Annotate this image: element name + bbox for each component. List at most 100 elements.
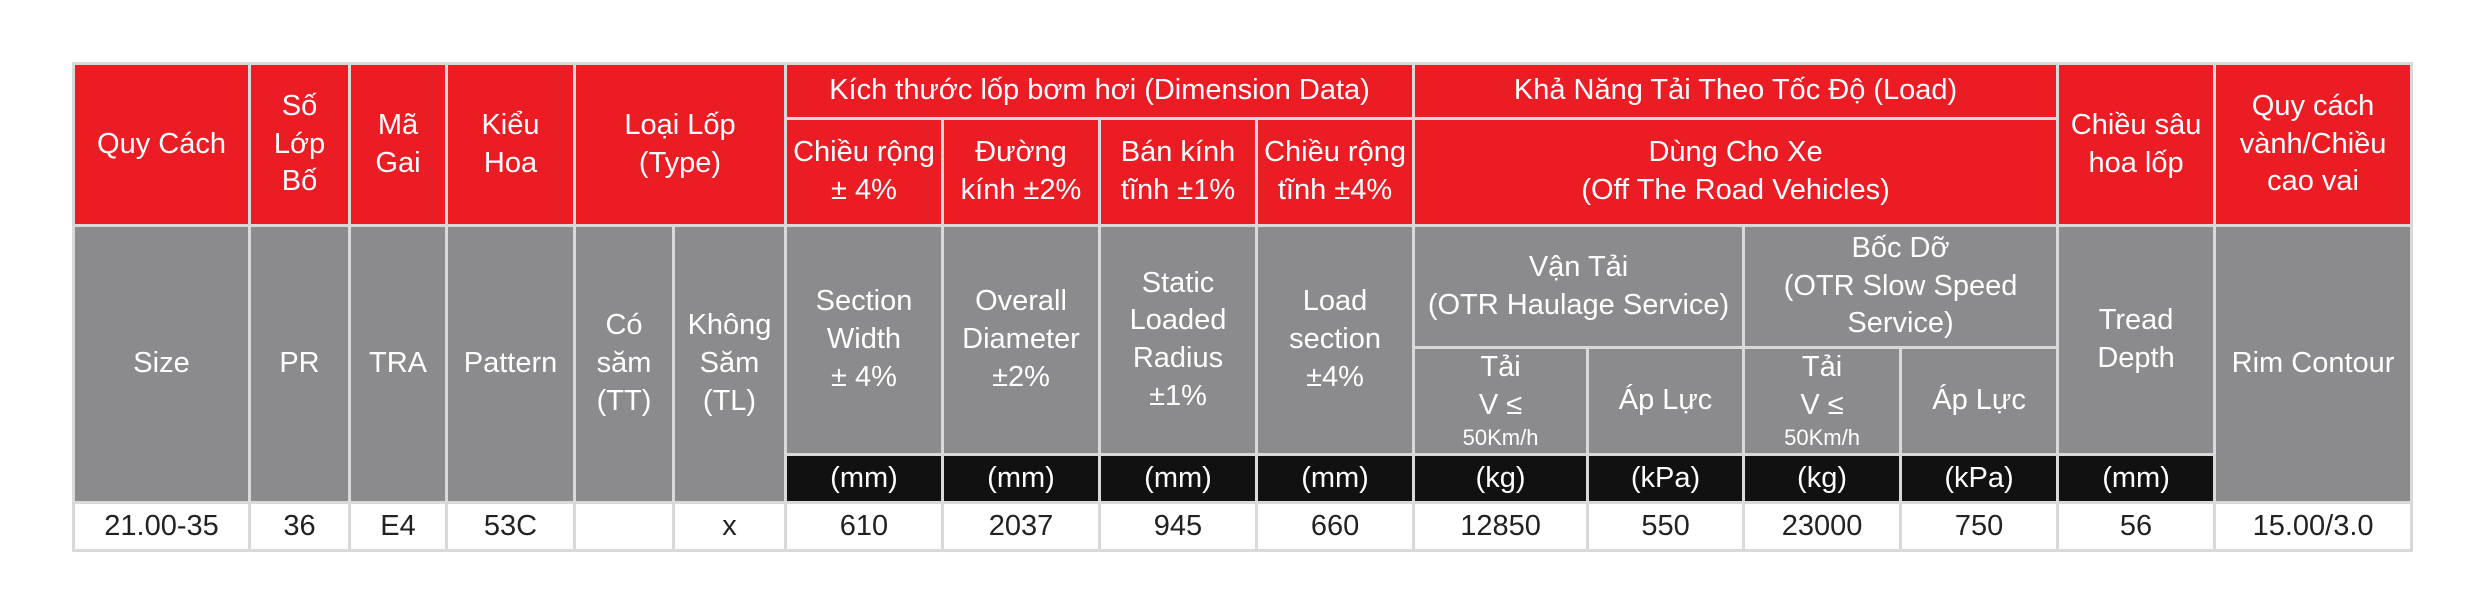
- header-boc-do-line: Bốc Dỡ: [1851, 231, 1950, 264]
- header-static-radius-line: Radius: [1132, 341, 1224, 374]
- header-quy-cach: Quy Cách: [72, 62, 251, 227]
- header-static-radius-line: Static: [1141, 266, 1215, 299]
- header-co-sam-line: Có: [605, 309, 643, 342]
- header-kich-thuoc: Kích thước lốp bơm hơi (Dimension Data): [783, 62, 1416, 120]
- cell-slow-pressure: 750: [1899, 500, 2060, 552]
- header-loai-lop: Loại Lốp (Type): [573, 62, 787, 227]
- header-chieu-rong-line: Chiều rộng: [793, 136, 935, 169]
- header-so-lop-bo-line: Bố: [281, 165, 318, 198]
- header-ma-gai-line: Gai: [375, 146, 421, 179]
- header-static-radius-line: Loaded: [1129, 304, 1227, 337]
- header-tai-line: Tải: [1801, 351, 1843, 383]
- header-section-width-line: Width: [826, 323, 902, 356]
- header-haulage-pressure: Áp Lực: [1586, 346, 1746, 456]
- header-tai-line: V ≤: [1478, 388, 1523, 421]
- header-static-radius-line: ±1%: [1149, 379, 1207, 412]
- header-khong-sam-line: (TL): [702, 384, 757, 417]
- header-boc-do-line: (OTR Slow Speed: [1783, 269, 2018, 302]
- header-khong-sam-line: Săm: [699, 347, 760, 380]
- header-slow-load: Tải V ≤ 50Km/h: [1742, 346, 1903, 456]
- header-load-section-line: Load: [1302, 285, 1368, 318]
- cell-pattern: 53C: [445, 500, 576, 552]
- header-chieu-rong: Chiều rộng ± 4%: [784, 117, 944, 227]
- header-tread-depth: Tread Depth: [2056, 224, 2217, 456]
- header-quy-cach-vanh-line: vành/Chiều: [2239, 127, 2387, 160]
- header-van-tai: Vận Tải (OTR Haulage Service): [1412, 224, 1746, 349]
- header-tai-line: 50Km/h: [1784, 425, 1860, 451]
- header-boc-do-line: Service): [1847, 307, 1954, 340]
- cell-tread-depth: 56: [2056, 500, 2217, 552]
- header-ban-kinh-line: Bán kính: [1120, 136, 1236, 169]
- header-section-width: Section Width ± 4%: [784, 224, 944, 456]
- header-overall-diameter: Overall Diameter ±2%: [941, 224, 1101, 456]
- header-section-width-line: ± 4%: [831, 360, 897, 393]
- header-pr: PR: [248, 224, 351, 504]
- header-tai-line: 50Km/h: [1462, 425, 1539, 451]
- header-chieu-rong-tinh-line: tĩnh ±4%: [1277, 174, 1393, 206]
- cell-static-radius: 945: [1098, 500, 1258, 552]
- cell-pr: 36: [248, 500, 351, 552]
- unit-cell: (kg): [1742, 452, 1903, 504]
- unit-cell: (mm): [2056, 452, 2217, 504]
- unit-cell: (kPa): [1586, 452, 1746, 504]
- header-khong-sam-line: Không: [687, 309, 772, 342]
- header-tra: TRA: [348, 224, 448, 504]
- header-static-radius: Static Loaded Radius ±1%: [1098, 224, 1258, 456]
- cell-slow-load: 23000: [1742, 500, 1903, 552]
- header-size: Size: [72, 224, 251, 504]
- header-dung-cho-xe: Dùng Cho Xe (Off The Road Vehicles): [1412, 117, 2060, 227]
- header-load-section-line: section: [1289, 323, 1381, 356]
- header-row-2: Chiều rộng ± 4% Đường kính ±2% Bán kính …: [74, 117, 2412, 227]
- header-chieu-rong-tinh: Chiều rộng tĩnh ±4%: [1254, 117, 1416, 227]
- header-row-3: Size PR TRA Pattern Có săm (TT) Không Să…: [72, 224, 2414, 504]
- header-chieu-sau-line: Chiều sâu: [2070, 108, 2202, 141]
- header-quy-cach-vanh: Quy cách vành/Chiều cao vai: [2213, 62, 2414, 227]
- cell-tra: E4: [348, 500, 448, 552]
- header-overall-diameter-line: Diameter: [962, 323, 1080, 356]
- cell-tl: x: [672, 500, 787, 552]
- header-tai-line: V ≤: [1800, 388, 1844, 421]
- header-duong-kinh-line: kính ±2%: [960, 174, 1082, 206]
- header-pattern: Pattern: [445, 224, 576, 504]
- header-ma-gai: Mã Gai: [348, 62, 448, 227]
- header-dung-cho-xe-line: (Off The Road Vehicles): [1581, 174, 1890, 206]
- table-row: 21.00-35 36 E4 53C x 610 2037 945 660 12…: [72, 500, 2414, 552]
- header-so-lop-bo: Số Lớp Bố: [248, 62, 351, 227]
- header-chieu-sau-line: hoa lốp: [2088, 146, 2184, 179]
- header-ma-gai-line: Mã: [377, 108, 419, 141]
- header-overall-diameter-line: Overall: [975, 285, 1067, 318]
- header-kha-nang-tai: Khả Năng Tải Theo Tốc Độ (Load): [1412, 62, 2060, 120]
- cell-haulage-load: 12850: [1412, 500, 1590, 552]
- header-van-tai-line: Vận Tải: [1528, 250, 1629, 283]
- unit-cell: (kg): [1412, 452, 1590, 504]
- header-loai-lop-line: (Type): [638, 146, 722, 179]
- header-duong-kinh-line: Đường: [975, 136, 1067, 169]
- unit-cell: (mm): [1254, 452, 1416, 504]
- header-co-sam: Có săm (TT): [573, 224, 675, 504]
- header-dung-cho-xe-line: Dùng Cho Xe: [1648, 136, 1823, 169]
- header-row-4: Tải V ≤ 50Km/h Áp Lực Tải V ≤ 50Km/h Áp …: [74, 346, 2412, 456]
- header-boc-do: Bốc Dỡ (OTR Slow Speed Service): [1742, 224, 2060, 349]
- cell-haulage-pressure: 550: [1586, 500, 1746, 552]
- unit-cell: (mm): [1098, 452, 1258, 504]
- cell-load-section: 660: [1254, 500, 1416, 552]
- header-so-lop-bo-line: Số: [281, 89, 318, 122]
- tire-spec-table: Quy Cách Số Lớp Bố Mã Gai Kiểu Hoa Loại …: [72, 62, 2414, 552]
- header-overall-diameter-line: ±2%: [992, 360, 1050, 393]
- cell-size: 21.00-35: [72, 500, 251, 552]
- header-quy-cach-vanh-line: Quy cách: [2251, 89, 2375, 122]
- unit-cell: (kPa): [1899, 452, 2060, 504]
- cell-tt: [573, 500, 675, 552]
- units-row: (mm) (mm) (mm) (mm) (kg) (kPa) (kg) (kPa…: [74, 452, 2412, 504]
- cell-overall-diameter: 2037: [941, 500, 1101, 552]
- cell-section-width: 610: [784, 500, 944, 552]
- header-kieu-hoa: Kiểu Hoa: [445, 62, 576, 227]
- header-load-section-line: ±4%: [1306, 360, 1364, 393]
- unit-cell: (mm): [784, 452, 944, 504]
- header-duong-kinh: Đường kính ±2%: [941, 117, 1101, 227]
- header-haulage-load: Tải V ≤ 50Km/h: [1412, 346, 1590, 456]
- header-khong-sam: Không Săm (TL): [672, 224, 787, 504]
- header-chieu-rong-tinh-line: Chiều rộng: [1264, 136, 1406, 169]
- header-tread-depth-line: Tread: [2098, 304, 2174, 337]
- unit-cell: (mm): [941, 452, 1101, 504]
